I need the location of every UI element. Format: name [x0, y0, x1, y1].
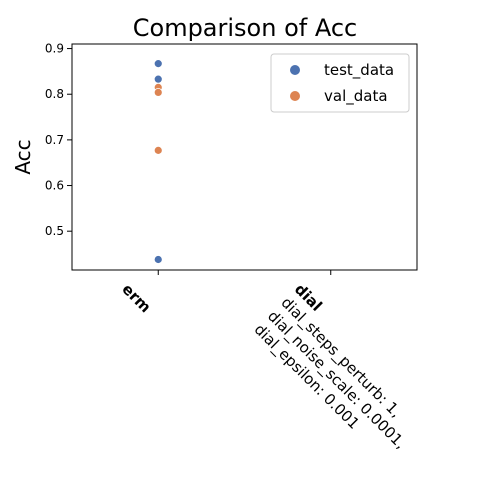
legend-marker-val_data	[290, 91, 300, 101]
legend-label-val_data: val_data	[324, 87, 388, 106]
legend: test_data val_data	[270, 53, 410, 113]
y-tick-label: 0.6	[45, 179, 64, 193]
scatter-points	[153, 59, 163, 264]
chart-title: Comparison of Acc	[133, 14, 357, 42]
y-axis-label: Acc	[11, 139, 35, 174]
point-test_data	[153, 59, 163, 69]
point-val_data	[153, 145, 163, 155]
point-test_data	[153, 255, 163, 264]
x-tick-label: erm	[118, 280, 154, 316]
point-val_data	[153, 87, 163, 97]
x-tick-param: dial_noise_scale: 0.0001,	[263, 307, 409, 453]
legend-label-test_data: test_data	[324, 61, 394, 80]
x-tick-label-erm: erm	[118, 280, 154, 316]
y-tick-label: 0.9	[45, 42, 64, 56]
y-axis-ticks: 0.5 0.6 0.7 0.8 0.9	[45, 42, 72, 238]
legend-box	[270, 53, 410, 113]
point-test_data	[153, 74, 163, 84]
y-tick-label: 0.8	[45, 87, 64, 101]
legend-marker-test_data	[290, 65, 300, 75]
plot-area-frame	[71, 43, 418, 271]
y-tick-label: 0.5	[45, 224, 64, 238]
y-tick-label: 0.7	[45, 133, 64, 147]
